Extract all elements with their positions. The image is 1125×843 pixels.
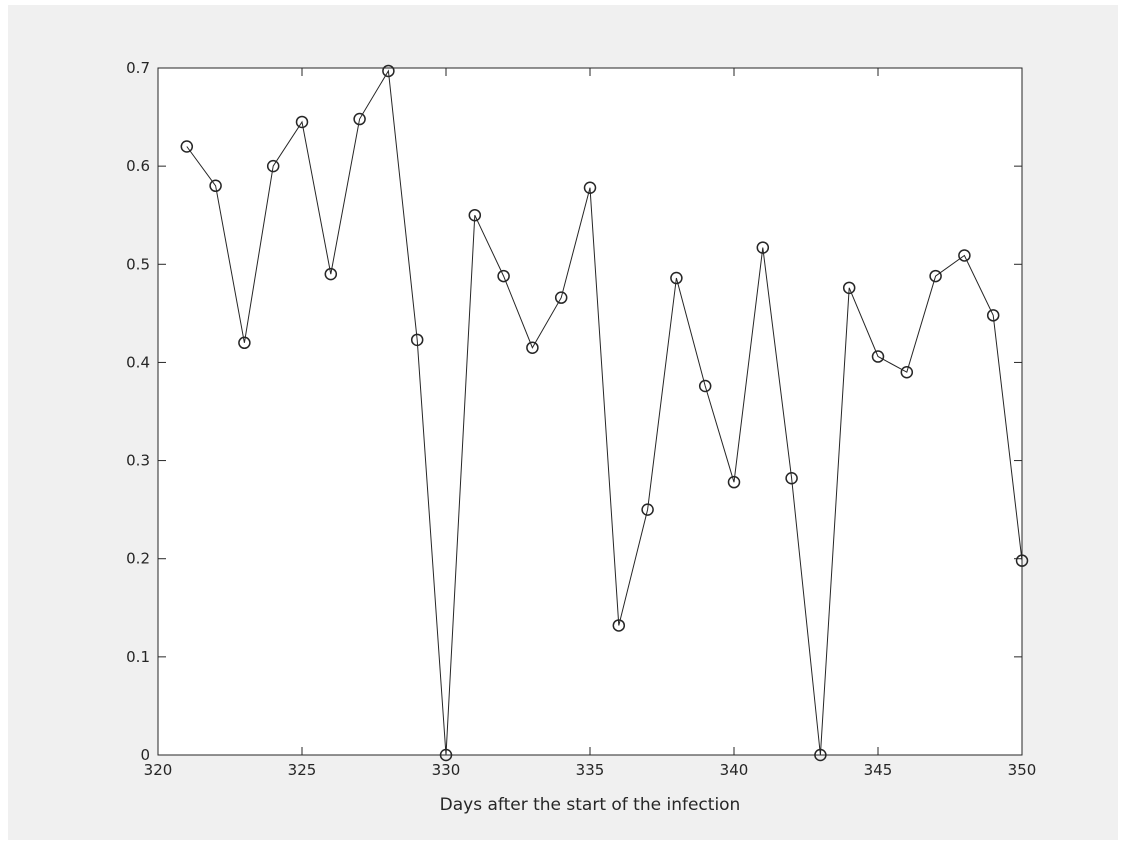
x-tick-labels: 320 325 330 335 340 345 350 [144, 761, 1037, 779]
y-tick-label: 0.7 [126, 59, 150, 77]
data-point-marker [871, 350, 885, 363]
data-point-marker [727, 475, 741, 489]
data-point-marker [353, 112, 366, 126]
y-tick-label: 0.3 [126, 452, 150, 470]
data-point-marker [209, 179, 222, 193]
data-point-marker [641, 503, 654, 516]
x-tick-label: 335 [576, 761, 605, 779]
data-point-marker [180, 140, 194, 153]
y-tick-label: 0.1 [126, 648, 150, 666]
data-point-marker [468, 208, 482, 222]
y-tick-labels: 0 0.1 0.2 0.3 0.4 0.5 0.6 0.7 [126, 59, 150, 764]
data-point-marker [295, 115, 309, 129]
data-point-marker [756, 241, 770, 254]
x-axis-label: Days after the start of the infection [440, 795, 741, 815]
data-point-marker [986, 309, 1000, 322]
y-tick-label: 0.6 [126, 157, 150, 175]
x-tick-label: 320 [144, 761, 173, 779]
x-tick-label: 330 [432, 761, 461, 779]
plot-frame [157, 67, 1023, 756]
figure-window: 320 325 330 335 340 345 350 0 0.1 0.2 0.3 0.4 0.5 0.… [8, 5, 1118, 840]
x-tick-label: 350 [1008, 761, 1037, 779]
data-point-marker [497, 269, 510, 283]
data-point-marker [410, 333, 424, 347]
data-point-marker [785, 471, 798, 485]
data-point-marker [238, 336, 251, 350]
data-point-marker [382, 64, 395, 78]
data-point-marker [842, 281, 856, 295]
data-point-marker [900, 365, 914, 379]
series-group [180, 64, 1029, 762]
data-point-marker [583, 181, 597, 194]
data-point-marker [698, 379, 712, 393]
x-tick-label: 325 [288, 761, 317, 779]
data-point-marker [612, 619, 626, 632]
y-tick-label: 0.4 [126, 353, 150, 371]
x-tick-label: 345 [864, 761, 893, 779]
line-chart: 320 325 330 335 340 345 350 0 0.1 0.2 0.3 0.4 0.5 0.… [126, 59, 1037, 815]
data-point-marker [929, 269, 942, 283]
data-point-marker [670, 271, 683, 285]
plot-area [158, 68, 1022, 755]
x-tick-label: 340 [720, 761, 749, 779]
y-tick-label: 0 [140, 746, 150, 764]
data-point-marker [554, 291, 568, 304]
y-tick-label: 0.5 [126, 255, 150, 273]
data-point-marker [958, 249, 971, 262]
data-point-marker [526, 341, 539, 354]
data-point-marker [266, 159, 280, 173]
y-tick-label: 0.2 [126, 550, 150, 568]
data-point-marker [324, 267, 338, 281]
